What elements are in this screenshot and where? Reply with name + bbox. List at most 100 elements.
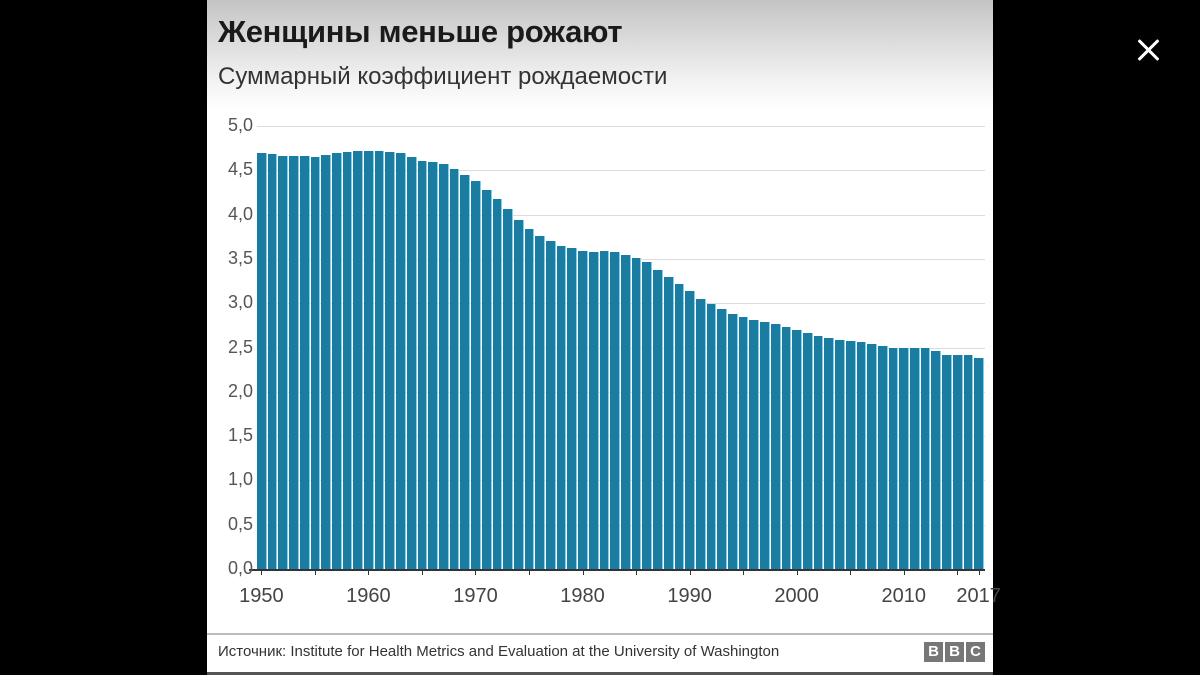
y-tick-label: 5,0 [227, 115, 253, 135]
y-tick-label: 0,0 [227, 558, 253, 578]
bar [417, 161, 427, 569]
bar [588, 251, 598, 569]
bar [396, 153, 405, 569]
bbc-logo-letter: C [966, 642, 985, 662]
bar [310, 157, 320, 569]
bar [813, 335, 823, 569]
x-tick-label: 1960 [346, 585, 391, 607]
bar [449, 168, 459, 569]
bar [278, 156, 288, 569]
gridline [257, 214, 985, 216]
y-tick-label: 4,0 [227, 203, 253, 224]
bar [867, 343, 876, 569]
bar [599, 250, 609, 569]
bar [299, 156, 309, 569]
x-tick [978, 569, 980, 575]
bar [653, 269, 662, 569]
y-tick-label: 1,5 [227, 425, 253, 446]
y-tick-label: 3,5 [227, 247, 253, 268]
chart-title: Женщины меньше рожают [218, 14, 623, 49]
bar [385, 151, 395, 569]
bar [513, 219, 523, 569]
bar [567, 248, 577, 569]
bar [578, 250, 587, 569]
x-tick-label: 2017 [956, 585, 1001, 607]
bar [760, 321, 769, 569]
x-tick [636, 569, 638, 575]
bar [781, 327, 791, 569]
bar [792, 329, 801, 569]
x-tick-label: 1990 [667, 585, 712, 607]
x-tick-label: 2010 [881, 585, 926, 607]
bar [910, 348, 919, 569]
chart-subtitle: Суммарный коэффициент рождаемости [218, 63, 668, 90]
bar [931, 351, 941, 569]
bar [728, 313, 737, 569]
bar [374, 150, 384, 569]
x-tick [261, 569, 263, 575]
bar [974, 358, 983, 569]
bar [546, 241, 555, 569]
bar [492, 198, 502, 569]
bar [770, 324, 780, 569]
bar [364, 150, 373, 569]
x-tick [796, 569, 798, 575]
y-tick-label: 2,0 [227, 380, 253, 401]
bar [257, 153, 266, 569]
bottom-border [207, 672, 993, 675]
bar [899, 348, 909, 569]
x-axis-line [249, 569, 985, 571]
chart-card: Женщины меньше рожают Суммарный коэффици… [207, 0, 1001, 675]
bar-series [255, 126, 985, 569]
bar [321, 155, 330, 569]
x-tick [903, 569, 905, 575]
bar [481, 189, 491, 569]
bar [406, 157, 416, 569]
bbc-logo: B B C [924, 642, 985, 662]
bar [738, 317, 748, 569]
x-tick [689, 569, 691, 575]
footer-divider [207, 633, 993, 635]
bar [353, 150, 363, 569]
y-tick-label: 3,0 [227, 292, 253, 313]
gridline [257, 126, 985, 127]
bar [535, 235, 545, 569]
x-tick [475, 569, 477, 575]
bar [856, 342, 866, 569]
bar [610, 251, 619, 569]
bar [460, 174, 470, 569]
close-icon[interactable] [1133, 34, 1165, 66]
bar [631, 258, 641, 569]
bbc-logo-letter: B [945, 642, 964, 662]
bar [824, 337, 834, 569]
y-tick-label: 4,5 [227, 159, 253, 180]
x-tick-label: 1950 [239, 585, 284, 607]
y-tick-label: 1,0 [227, 469, 253, 490]
bar [835, 339, 844, 569]
x-tick-label: 1980 [560, 585, 605, 607]
bar [663, 276, 673, 569]
plot-area: 0,0 0,5 1,0 1,5 2,0 2,5 3,0 3,5 4,0 4,5 5,0 1950 196… [207, 0, 1001, 675]
x-tick [314, 569, 316, 575]
x-tick [850, 569, 852, 575]
bar [920, 348, 930, 569]
bar [524, 228, 534, 569]
bar [695, 298, 705, 569]
x-tick [743, 569, 745, 575]
x-tick-label: 1970 [453, 585, 498, 607]
y-tick-label: 0,5 [227, 513, 253, 534]
bar [642, 262, 652, 569]
source-note: Источник: Institute for Health Metrics a… [218, 643, 780, 660]
bar [439, 164, 448, 569]
bar [888, 347, 898, 569]
bar [342, 151, 352, 569]
x-tick [529, 569, 530, 575]
bar [471, 180, 480, 569]
bar [942, 354, 951, 569]
bar [556, 245, 566, 569]
bar [267, 154, 277, 569]
bar [674, 283, 684, 569]
bar [749, 320, 759, 569]
bar [331, 153, 341, 569]
bar [717, 309, 727, 569]
